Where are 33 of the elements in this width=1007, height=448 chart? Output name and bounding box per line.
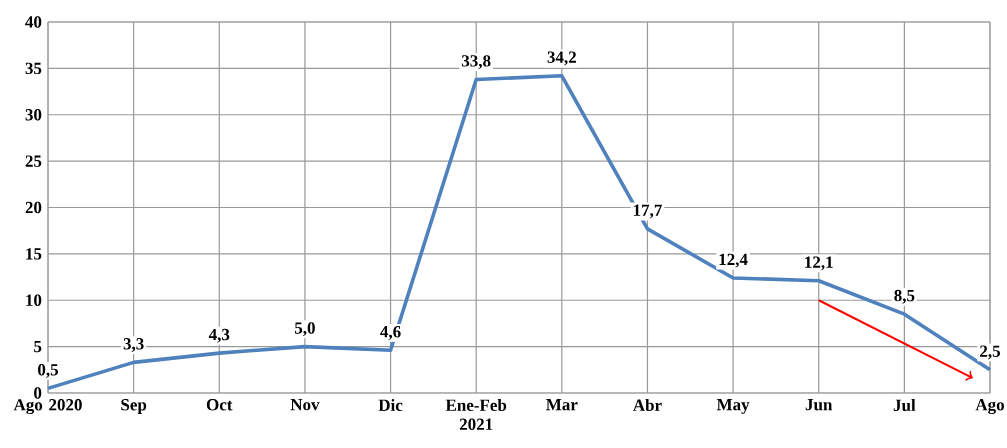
y-tick-label: 20 — [25, 201, 42, 214]
x-tick-label: Dic — [378, 399, 403, 411]
x-tick-label: Oct — [206, 399, 233, 411]
data-label: 33,8 — [461, 55, 491, 70]
y-tick-label: 40 — [25, 16, 42, 28]
y-tick-label: 10 — [26, 294, 42, 306]
x-tick-label: Mar — [546, 399, 578, 411]
x-tick-label: Jun — [805, 399, 833, 411]
data-label: 5,0 — [294, 322, 315, 337]
y-tick-label: 30 — [25, 109, 42, 121]
y-tick-label: 5 — [34, 340, 42, 353]
x-tick-label: Ago — [975, 399, 1004, 415]
x-tick-label: Sep — [121, 399, 147, 414]
data-label: 12,1 — [805, 256, 833, 271]
y-tick-label: 0 — [34, 387, 42, 399]
data-label: 4,6 — [380, 326, 401, 340]
y-tick-label: 35 — [25, 62, 42, 75]
x-tick-label: Jul — [893, 399, 916, 412]
x-tick-label: Abr — [632, 399, 662, 411]
data-label: 34,2 — [547, 51, 576, 66]
data-label: 0,5 — [38, 364, 59, 378]
data-label: 8,5 — [894, 289, 915, 304]
data-label: 4,3 — [208, 328, 230, 343]
y-tick-label: 15 — [26, 248, 42, 260]
x-tick-label: Nov — [290, 399, 320, 411]
data-label: 3,3 — [123, 338, 144, 352]
data-label: 12,4 — [719, 253, 748, 268]
data-label: 17,7 — [633, 204, 662, 219]
data-label: 2,5 — [980, 345, 1000, 360]
y-tick-label: 25 — [25, 155, 42, 167]
x-tick-label: Ago 2020 — [13, 399, 82, 415]
x-tick-label: May — [716, 399, 750, 414]
x-tick-label: Ene-Feb 2021 — [445, 399, 507, 430]
